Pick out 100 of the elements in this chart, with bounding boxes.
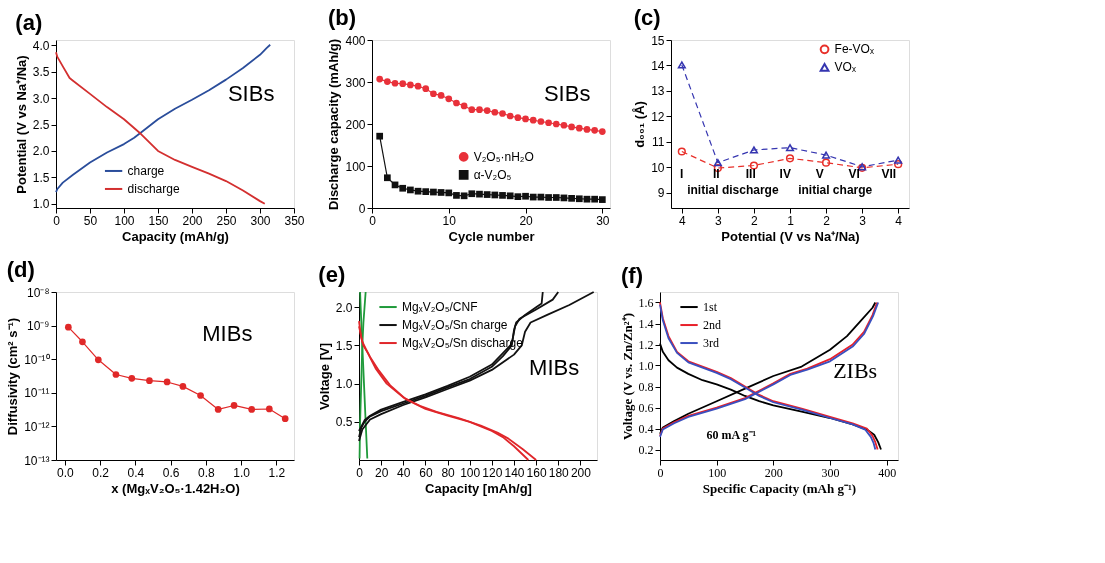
y-tick-label: 300 [345,75,366,90]
x-tick-label: 1 [787,213,795,228]
x-tick-label: 20 [374,465,389,480]
y-tick-label: 10⁻⁸ [27,285,50,300]
y-tick-label: 0.2 [638,443,654,457]
x-tick-label: 100 [460,465,481,480]
y-tick-label: 10 [651,160,665,175]
chart-title: (e) [318,262,346,288]
x-tick-label: 40 [397,465,411,480]
y-tick-label: 400 [345,33,366,48]
y-axis-title: Voltage (V vs. Zn/Zn²⁺) [619,312,635,441]
x-tick-label: 4 [895,213,903,228]
legend-label: Fe-VOₓ [834,42,874,57]
y-tick-label: 3.0 [32,91,50,106]
chart-title: (d) [6,257,35,282]
x-tick-label: 0.2 [92,465,110,480]
y-tick-label: 10⁻⁹ [27,319,50,334]
x-tick-label: 3 [715,213,723,228]
x-tick-label: 1.0 [233,465,251,480]
y-axis-title: Diffusivity (cm² s⁻¹) [5,317,21,436]
x-tick-label: 10 [442,213,457,228]
x-tick-label: 120 [482,465,503,480]
annotation: V [815,167,824,182]
x-tick-label: 100 [708,465,727,480]
y-tick-label: 13 [651,84,665,99]
y-tick-label: 15 [651,33,665,48]
annotation: ZIBs [833,357,878,383]
x-tick-label: 160 [526,465,547,480]
x-tick-label: 140 [504,465,525,480]
y-tick-label: 0.5 [335,415,353,430]
x-tick-label: 20 [519,213,534,228]
x-tick-label: 200 [182,213,203,228]
x-tick-label: 300 [250,213,271,228]
y-tick-label: 3.5 [32,65,50,80]
chart-title: (a) [15,10,43,36]
y-tick-label: 0.6 [638,401,654,415]
legend-label: MgₓV₂O₅/CNF [402,300,478,315]
y-axis-title: Voltage [V] [316,343,332,410]
annotation: II [712,167,720,182]
annotation: MIBs [202,321,253,346]
x-tick-label: 400 [878,465,897,480]
x-tick-label: 150 [148,213,169,228]
x-tick-label: 80 [441,465,456,480]
legend-label: 1st [703,300,718,315]
legend-label: MgₓV₂O₅/Sn charge [402,318,508,333]
y-tick-label: 1.2 [638,338,654,352]
y-tick-label: 1.5 [335,338,353,353]
x-tick-label: 180 [548,465,570,480]
x-axis-title: Capacity [mAh/g] [425,480,532,496]
y-tick-label: 1.0 [638,359,654,373]
x-tick-label: 0.8 [198,465,216,480]
annotation: 60 mA g⁻¹ [706,427,757,442]
annotation: VII [881,167,897,182]
legend-label: charge [127,163,165,178]
legend-label: VOₓ [834,60,856,75]
y-tick-label: 11 [652,135,665,150]
y-tick-label: 10⁻¹² [24,419,50,434]
x-tick-label: 350 [284,213,305,228]
x-axis-title: Potential (V vs Na⁺/Na) [721,228,860,244]
x-tick-label: 0.0 [56,465,74,480]
x-tick-label: 0.4 [127,465,145,480]
y-tick-label: 1.5 [32,170,50,185]
legend-label: α-V₂O₅ [473,167,512,182]
x-tick-label: 0 [369,213,377,228]
legend-label: V₂O₅·nH₂O [473,149,534,164]
x-tick-label: 2 [751,213,759,228]
x-tick-label: 0 [53,213,61,228]
y-tick-label: 2.0 [32,144,50,159]
annotation: SIBs [543,80,591,106]
x-tick-label: 50 [83,213,98,228]
y-tick-label: 14 [651,58,665,73]
y-tick-label: 1.0 [32,197,50,212]
y-tick-label: 2.0 [335,300,353,315]
y-tick-label: 10⁻¹¹ [24,386,50,401]
chart-title: (c) [633,5,661,30]
y-axis-title: Potential (V vs Na⁺/Na) [13,55,29,194]
chart-title: (b) [327,5,357,30]
x-tick-label: 100 [114,213,135,228]
x-tick-label: 60 [419,465,433,480]
x-tick-label: 300 [821,465,840,480]
y-tick-label: 100 [345,159,366,174]
x-tick-label: 30 [596,213,610,228]
annotation: III [745,167,756,182]
y-axis-title: Discharge capacity (mAh/g) [326,38,342,211]
y-tick-label: 1.0 [335,377,353,392]
y-axis-title: d₀₀₁ (Å) [632,101,648,148]
x-tick-label: 0.6 [162,465,180,480]
annotation: VI [848,167,860,182]
legend-label: 3rd [703,336,720,351]
y-tick-label: 0 [358,201,366,216]
y-tick-label: 12 [651,109,665,124]
x-tick-label: 3 [859,213,867,228]
x-axis-title: x (MgₓV₂O₅·1.42H₂O) [111,480,240,496]
x-tick-label: 2 [823,213,831,228]
y-tick-label: 200 [345,117,366,132]
legend-label: discharge [127,181,180,196]
x-axis-title: Capacity (mAh/g) [122,228,229,244]
x-tick-label: 4 [678,213,686,228]
y-tick-label: 9 [657,186,665,201]
x-tick-label: 200 [570,465,592,480]
